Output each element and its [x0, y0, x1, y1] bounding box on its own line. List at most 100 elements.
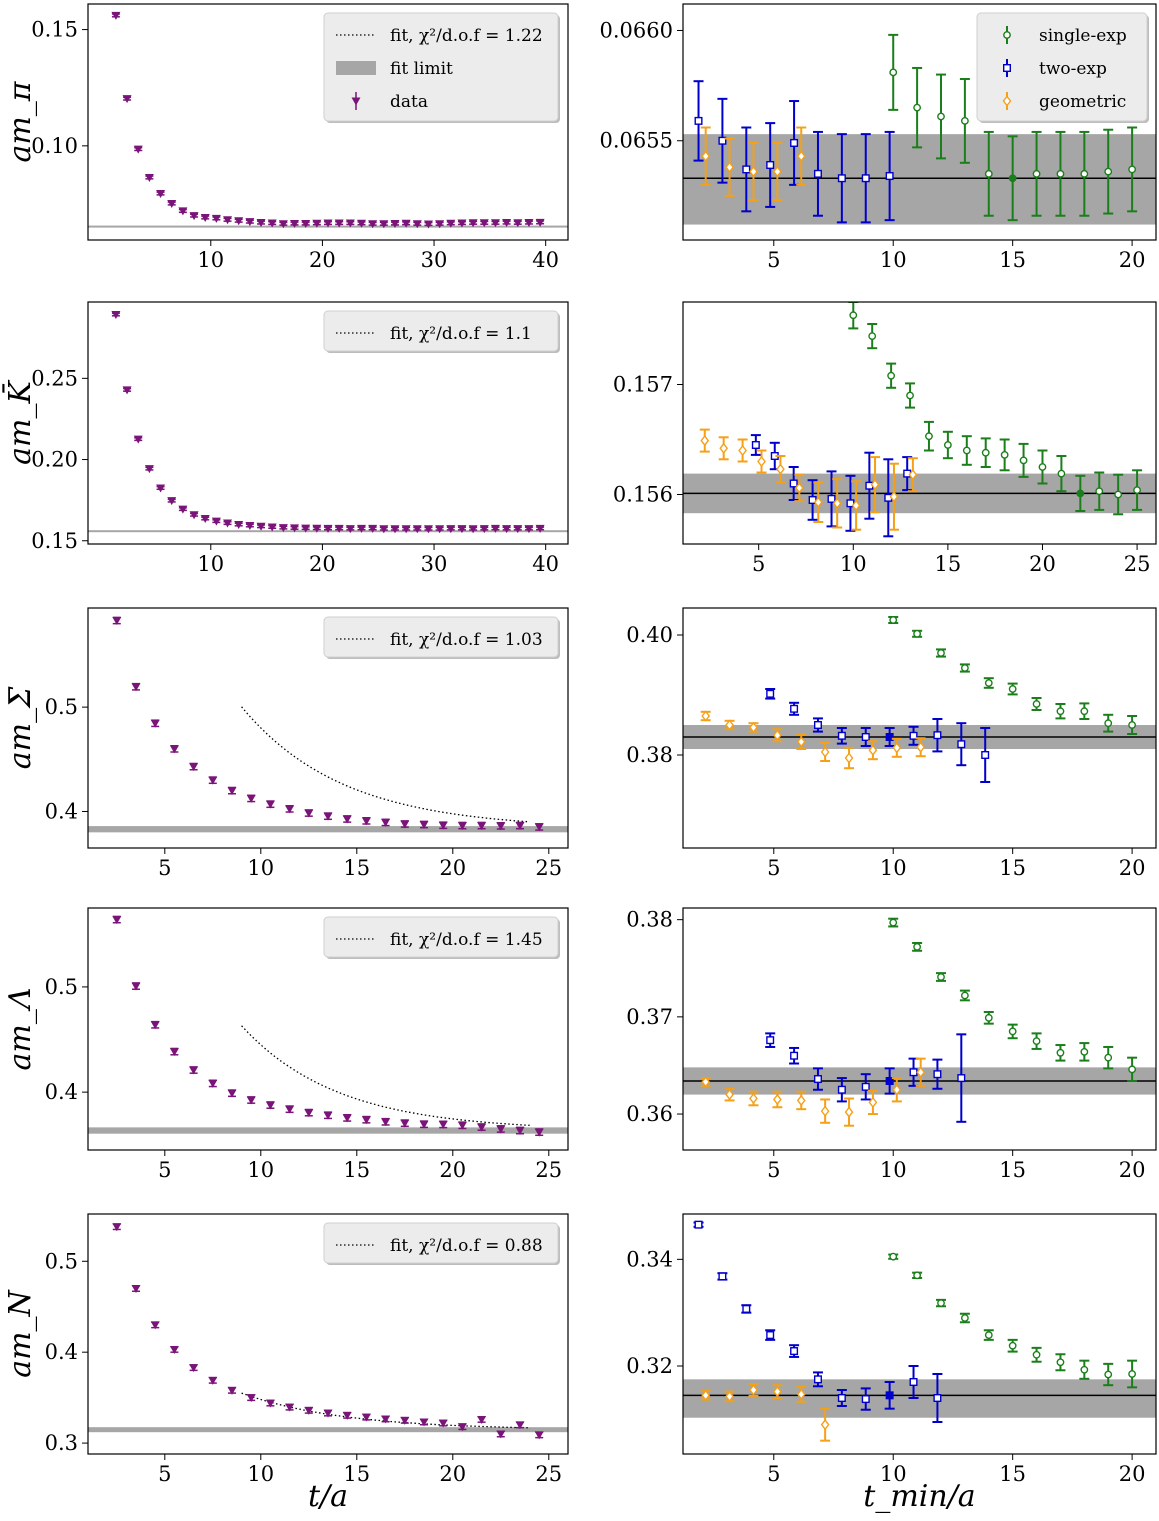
data-point [246, 1394, 256, 1403]
x-tick-label: 5 [767, 1158, 780, 1182]
geometric-point [725, 719, 734, 731]
data-point [245, 521, 255, 530]
single-exp-point [937, 649, 945, 657]
legend: fit, χ²/d.o.f = 1.45 [323, 916, 560, 959]
data-point [278, 220, 288, 229]
kbar-effmass-plot-area [88, 311, 568, 534]
single-exp-point [868, 332, 877, 340]
legend-box [323, 310, 559, 352]
data-point [479, 525, 489, 534]
x-tick-label: 10 [247, 856, 274, 880]
two-exp-point [742, 165, 751, 174]
sigma-tmin-plot-area [683, 616, 1156, 783]
data-point [490, 524, 500, 533]
geometric-point [908, 469, 918, 481]
data-point [200, 515, 210, 524]
y-tick-label: 0.4 [45, 799, 78, 823]
two-exp-point [813, 169, 822, 178]
y-tick-label: 0.157 [613, 373, 673, 397]
two-exp-point [861, 174, 870, 183]
data-point [468, 525, 478, 534]
fit-limit-band [88, 1427, 568, 1433]
x-tick-label: 15 [999, 1158, 1026, 1182]
y-tick-label: 0.40 [626, 623, 673, 647]
data-point [169, 745, 179, 754]
data-point [323, 219, 333, 228]
x-tick-label: 30 [421, 248, 448, 272]
data-point [400, 1119, 410, 1128]
geometric-point [772, 165, 782, 178]
two-exp-point [909, 1068, 918, 1077]
single-exp-point [1008, 685, 1017, 693]
single-exp-point [943, 441, 952, 449]
single-exp-point [981, 448, 990, 457]
data-point [223, 519, 233, 528]
data-point [208, 1376, 218, 1385]
data-point [246, 794, 256, 803]
single-exp-point [889, 616, 898, 624]
data-point [178, 207, 188, 216]
data-point [285, 1105, 295, 1114]
pi-effmass-plot-area [88, 11, 568, 229]
pi-tmin-plot-area [683, 33, 1156, 225]
data-point [534, 1128, 544, 1137]
sigma-effmass-plot-area [88, 616, 568, 833]
data-point [133, 145, 143, 154]
single-exp-point [937, 112, 945, 121]
single-exp-point [913, 1271, 922, 1280]
two-exp-point [909, 731, 918, 740]
legend-label: fit, χ²/d.o.f = 0.88 [390, 1236, 543, 1256]
y-tick-label: 0.34 [626, 1247, 673, 1271]
geometric-point [851, 499, 861, 512]
lambda-effmass-panel: 5 10 15 20 25 0.4 0.5 am_Λ fit, χ²/d.o.f = 1.45 [3, 907, 569, 1182]
data-point [150, 719, 160, 728]
data-point [390, 219, 400, 228]
data-point [312, 524, 322, 533]
data-point [167, 497, 177, 506]
x-tick-label: 10 [880, 1462, 907, 1486]
x-tick-label: 20 [1119, 248, 1146, 272]
geometric-point [749, 721, 758, 734]
data-point [312, 219, 322, 228]
data-point [457, 525, 467, 534]
data-point [412, 220, 422, 229]
x-tick-label: 5 [767, 856, 780, 880]
data-point [304, 1406, 314, 1415]
single-exp-point [1008, 1027, 1017, 1036]
data-point [227, 787, 237, 796]
data-point [381, 1415, 391, 1424]
data-point [524, 525, 534, 534]
two-exp-point [933, 1393, 942, 1402]
data-point [477, 1415, 487, 1424]
two-exp-point [766, 1036, 775, 1045]
two-exp-point [718, 1272, 727, 1281]
single-exp-point [1128, 1370, 1137, 1378]
data-point [304, 1109, 314, 1118]
x-tick-label: 10 [247, 1462, 274, 1486]
x-tick-label: 20 [439, 1158, 466, 1182]
two-exp-point [813, 721, 822, 730]
geometric-point [813, 496, 823, 508]
single-exp-point [1114, 490, 1123, 499]
two-exp-point [837, 731, 846, 740]
panel-frame [682, 907, 1157, 1151]
data-point [150, 1321, 160, 1330]
nucleon-effmass-plot-area [88, 1223, 568, 1440]
data-point [323, 1409, 333, 1418]
data-point [381, 1118, 391, 1127]
x-axis-label: t/a [308, 1479, 348, 1514]
y-axis-label: am_π [3, 80, 38, 162]
pi-tmin-panel: 5 10 15 20 0.0655 0.0660 single-exp two-exp geom… [600, 3, 1157, 272]
data-point [534, 1431, 544, 1440]
two-exp-point [981, 751, 990, 760]
two-exp-point [933, 1070, 942, 1079]
fit-curve [241, 1025, 530, 1126]
data-point [381, 818, 391, 827]
data-point [496, 1125, 506, 1134]
single-exp-point [1032, 700, 1041, 708]
y-tick-label: 0.32 [626, 1354, 673, 1378]
data-point [457, 822, 467, 831]
legend-box [323, 12, 559, 122]
data-point [534, 823, 544, 832]
